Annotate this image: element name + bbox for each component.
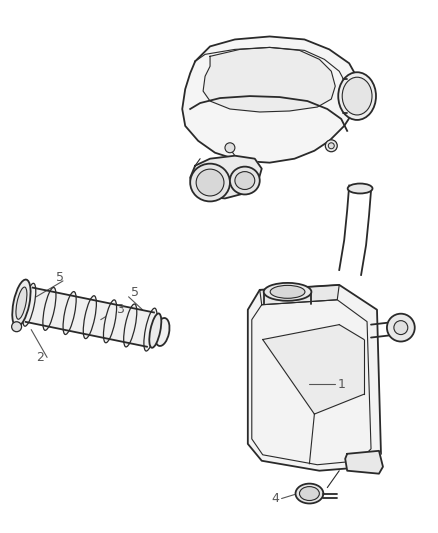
Ellipse shape (12, 279, 31, 327)
Ellipse shape (342, 77, 372, 115)
Polygon shape (190, 156, 262, 198)
Text: 2: 2 (36, 351, 44, 364)
Polygon shape (345, 451, 383, 474)
Ellipse shape (235, 172, 255, 190)
Text: 5: 5 (56, 271, 64, 285)
Ellipse shape (300, 487, 319, 500)
Ellipse shape (190, 164, 230, 201)
Circle shape (387, 314, 415, 342)
Circle shape (325, 140, 337, 152)
Ellipse shape (124, 304, 137, 347)
Ellipse shape (230, 167, 260, 195)
Polygon shape (248, 285, 381, 471)
Polygon shape (263, 325, 364, 414)
Ellipse shape (144, 308, 157, 351)
Circle shape (394, 321, 408, 335)
Ellipse shape (23, 284, 36, 326)
Ellipse shape (63, 292, 76, 335)
Text: 4: 4 (272, 492, 279, 505)
Ellipse shape (196, 169, 224, 196)
Ellipse shape (338, 72, 376, 120)
Ellipse shape (43, 287, 56, 330)
Polygon shape (260, 285, 339, 305)
Circle shape (328, 143, 334, 149)
Ellipse shape (16, 287, 27, 319)
Polygon shape (26, 288, 154, 347)
Ellipse shape (296, 483, 323, 504)
Ellipse shape (103, 300, 117, 343)
Polygon shape (182, 36, 359, 163)
Ellipse shape (270, 285, 305, 298)
Polygon shape (203, 47, 335, 112)
Ellipse shape (83, 296, 96, 338)
Ellipse shape (155, 318, 170, 346)
Text: 5: 5 (131, 286, 138, 300)
Ellipse shape (348, 183, 373, 193)
Text: 1: 1 (337, 378, 345, 391)
Text: 3: 3 (116, 303, 124, 316)
Circle shape (225, 143, 235, 153)
Ellipse shape (149, 313, 161, 348)
Circle shape (12, 322, 21, 332)
Ellipse shape (264, 283, 311, 301)
